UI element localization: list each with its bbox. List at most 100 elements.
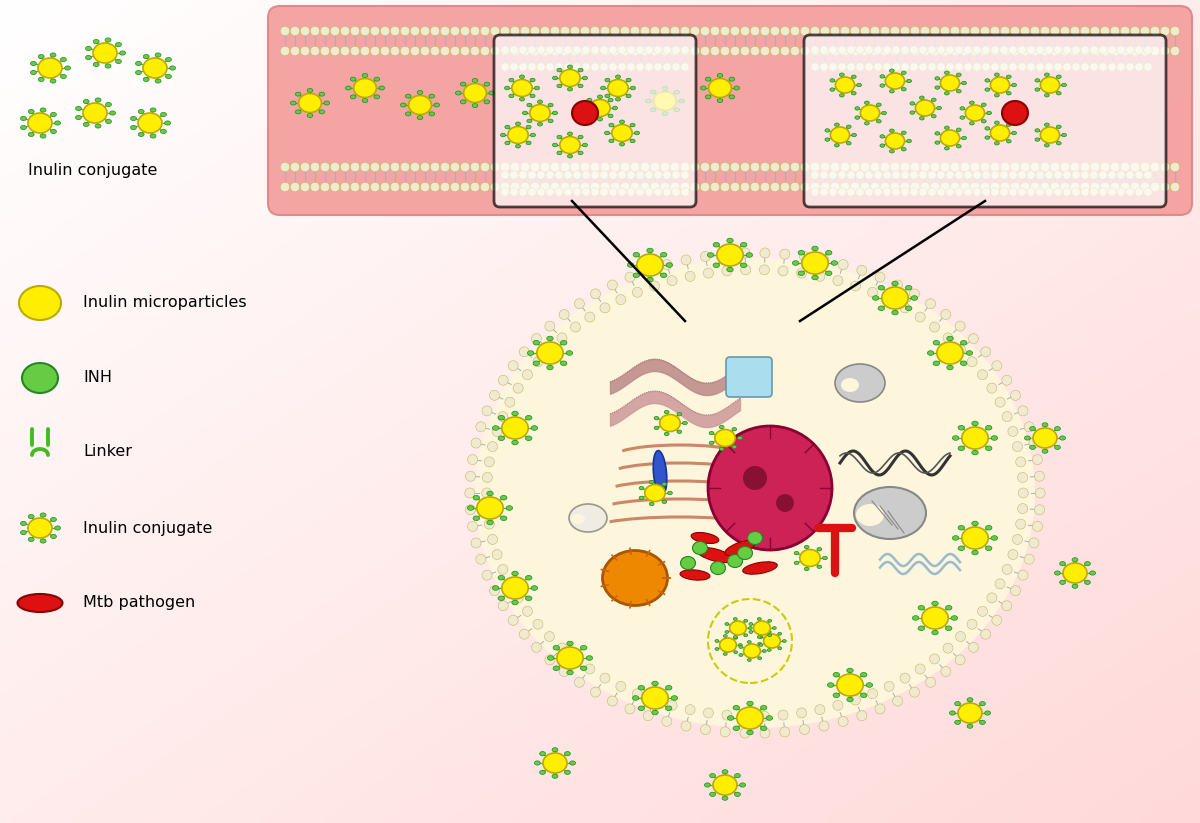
Ellipse shape [835, 364, 886, 402]
Ellipse shape [719, 447, 724, 451]
Circle shape [590, 46, 600, 56]
Ellipse shape [1034, 88, 1039, 91]
Circle shape [341, 182, 350, 192]
Ellipse shape [530, 105, 551, 122]
Ellipse shape [534, 86, 540, 90]
Circle shape [410, 162, 420, 172]
Circle shape [847, 63, 856, 72]
Ellipse shape [22, 363, 58, 393]
Circle shape [978, 370, 988, 379]
Circle shape [1036, 188, 1044, 196]
Ellipse shape [972, 421, 978, 425]
Circle shape [901, 46, 910, 54]
Circle shape [1018, 570, 1028, 580]
Ellipse shape [632, 695, 638, 700]
Ellipse shape [528, 351, 534, 356]
Ellipse shape [568, 155, 572, 158]
Circle shape [680, 188, 689, 196]
Circle shape [833, 700, 842, 710]
Circle shape [468, 522, 478, 532]
Circle shape [380, 162, 390, 172]
Circle shape [662, 46, 671, 54]
Circle shape [991, 171, 1000, 179]
Ellipse shape [856, 504, 884, 526]
Ellipse shape [578, 84, 583, 88]
Circle shape [967, 356, 977, 367]
Circle shape [401, 26, 410, 35]
Circle shape [300, 182, 310, 192]
Circle shape [481, 488, 492, 498]
Circle shape [644, 46, 653, 54]
Circle shape [360, 182, 370, 192]
Ellipse shape [654, 426, 659, 430]
Ellipse shape [605, 131, 610, 135]
Circle shape [815, 272, 824, 281]
Circle shape [440, 46, 450, 56]
Ellipse shape [846, 125, 851, 128]
Ellipse shape [947, 336, 953, 341]
Ellipse shape [972, 450, 978, 455]
Circle shape [468, 454, 478, 464]
Ellipse shape [937, 342, 964, 364]
Ellipse shape [307, 88, 313, 92]
Circle shape [930, 26, 940, 35]
Ellipse shape [533, 361, 540, 365]
Circle shape [350, 162, 360, 172]
Ellipse shape [792, 261, 799, 265]
Ellipse shape [572, 101, 598, 125]
Circle shape [1015, 457, 1026, 467]
Circle shape [1018, 46, 1026, 54]
Ellipse shape [743, 562, 778, 574]
Circle shape [572, 63, 581, 72]
Ellipse shape [982, 119, 986, 123]
Circle shape [760, 728, 770, 738]
Ellipse shape [55, 526, 60, 530]
Circle shape [482, 570, 492, 580]
Ellipse shape [889, 90, 894, 93]
Circle shape [584, 312, 595, 322]
Ellipse shape [568, 132, 572, 136]
Ellipse shape [552, 143, 558, 146]
Ellipse shape [532, 586, 538, 590]
Circle shape [533, 619, 542, 630]
Circle shape [910, 182, 919, 192]
Ellipse shape [958, 546, 965, 551]
Circle shape [514, 593, 523, 602]
Circle shape [1160, 162, 1170, 172]
Circle shape [680, 171, 689, 179]
Circle shape [720, 26, 730, 35]
Circle shape [510, 162, 520, 172]
Circle shape [290, 162, 300, 172]
Ellipse shape [106, 38, 110, 42]
Circle shape [1110, 182, 1120, 192]
Circle shape [1008, 550, 1018, 560]
Circle shape [466, 472, 475, 481]
Ellipse shape [608, 139, 614, 142]
Ellipse shape [1072, 558, 1078, 562]
Circle shape [470, 162, 480, 172]
Ellipse shape [581, 645, 587, 650]
Circle shape [1002, 601, 1012, 611]
Circle shape [640, 182, 649, 192]
Circle shape [1135, 171, 1144, 179]
Ellipse shape [346, 86, 352, 90]
Ellipse shape [953, 536, 959, 541]
Circle shape [820, 46, 828, 54]
Circle shape [420, 162, 430, 172]
Ellipse shape [430, 112, 434, 116]
Circle shape [560, 162, 570, 172]
Circle shape [320, 46, 330, 56]
Ellipse shape [757, 617, 761, 621]
Ellipse shape [962, 527, 989, 549]
Circle shape [890, 182, 900, 192]
Circle shape [490, 46, 499, 56]
Circle shape [485, 457, 494, 467]
Ellipse shape [768, 620, 772, 622]
Circle shape [1020, 182, 1030, 192]
Ellipse shape [540, 770, 546, 774]
Circle shape [518, 188, 527, 196]
Ellipse shape [956, 73, 961, 77]
Ellipse shape [935, 77, 940, 80]
Circle shape [916, 312, 925, 322]
Circle shape [522, 607, 533, 616]
